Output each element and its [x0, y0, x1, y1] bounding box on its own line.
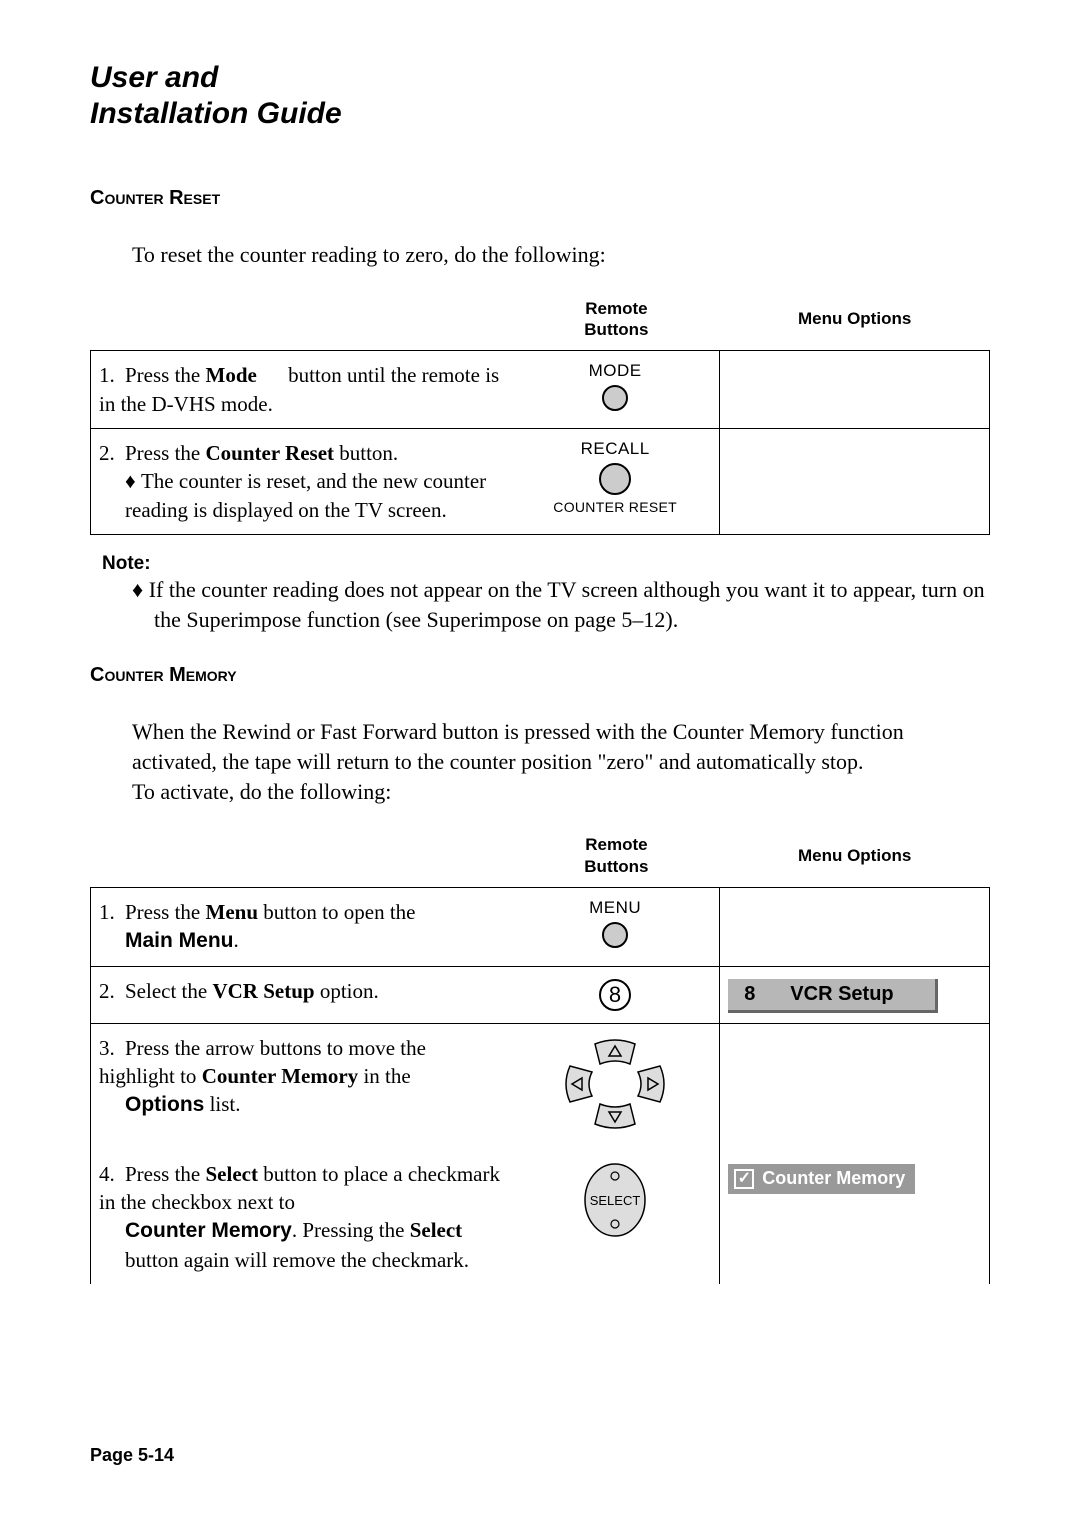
intro-counter-memory: When the Rewind or Fast Forward button i…	[132, 717, 990, 806]
note-body: ♦ If the counter reading does not appear…	[90, 575, 990, 634]
mode-label: MODE	[521, 361, 709, 381]
svg-text:SELECT: SELECT	[590, 1193, 641, 1208]
menu-option-counter-memory: ✓ Counter Memory	[728, 1164, 915, 1194]
counter-reset-label: COUNTER RESET	[521, 499, 709, 515]
th-remote-buttons: Remote Buttons	[513, 292, 720, 351]
number-8-button-icon: 8	[597, 977, 633, 1013]
heading-counter-memory: Counter Memory	[90, 664, 990, 687]
heading-counter-reset: Counter Reset	[90, 187, 990, 210]
menu-button-icon	[600, 920, 630, 950]
table-row: 3.Press the arrow buttons to move the hi…	[91, 1023, 990, 1150]
th-menu-options: Menu Options	[720, 828, 990, 887]
menu-label: MENU	[521, 898, 709, 918]
table-counter-memory: Remote Buttons Menu Options 1.Press the …	[90, 828, 990, 1284]
table-counter-reset: Remote Buttons Menu Options 1.Press the …	[90, 292, 990, 535]
title-line1: User and	[90, 61, 218, 94]
note-block: Note: ♦ If the counter reading does not …	[90, 553, 990, 634]
note-label: Note:	[102, 553, 990, 575]
th-menu-options: Menu Options	[720, 292, 990, 351]
title-line2: Installation Guide	[90, 97, 342, 130]
intro-counter-reset: To reset the counter reading to zero, do…	[132, 240, 990, 270]
table-row: 1.Press the Menu button to open the Main…	[91, 887, 990, 966]
table-row: 1.Press the Mode button until the remote…	[91, 351, 990, 429]
select-button-icon: SELECT	[579, 1160, 651, 1240]
recall-button-icon	[597, 461, 633, 497]
menu-option-vcr-setup: 8 VCR Setup	[728, 979, 938, 1013]
svg-text:8: 8	[609, 982, 621, 1007]
th-remote-buttons: Remote Buttons	[513, 828, 720, 887]
recall-label: RECALL	[521, 439, 709, 459]
dpad-icon	[560, 1034, 670, 1134]
table-row: 4.Press the Select button to place a che…	[91, 1150, 990, 1284]
checkmark-icon: ✓	[734, 1169, 754, 1189]
mode-button-icon	[600, 383, 630, 413]
table-row: 2.Select the VCR Setup option. 8 8 VCR S…	[91, 966, 990, 1023]
page-title: User and Installation Guide	[90, 60, 990, 132]
page-number: Page 5-14	[90, 1445, 174, 1466]
table-row: 2.Press the Counter Reset button. ♦ The …	[91, 428, 990, 534]
